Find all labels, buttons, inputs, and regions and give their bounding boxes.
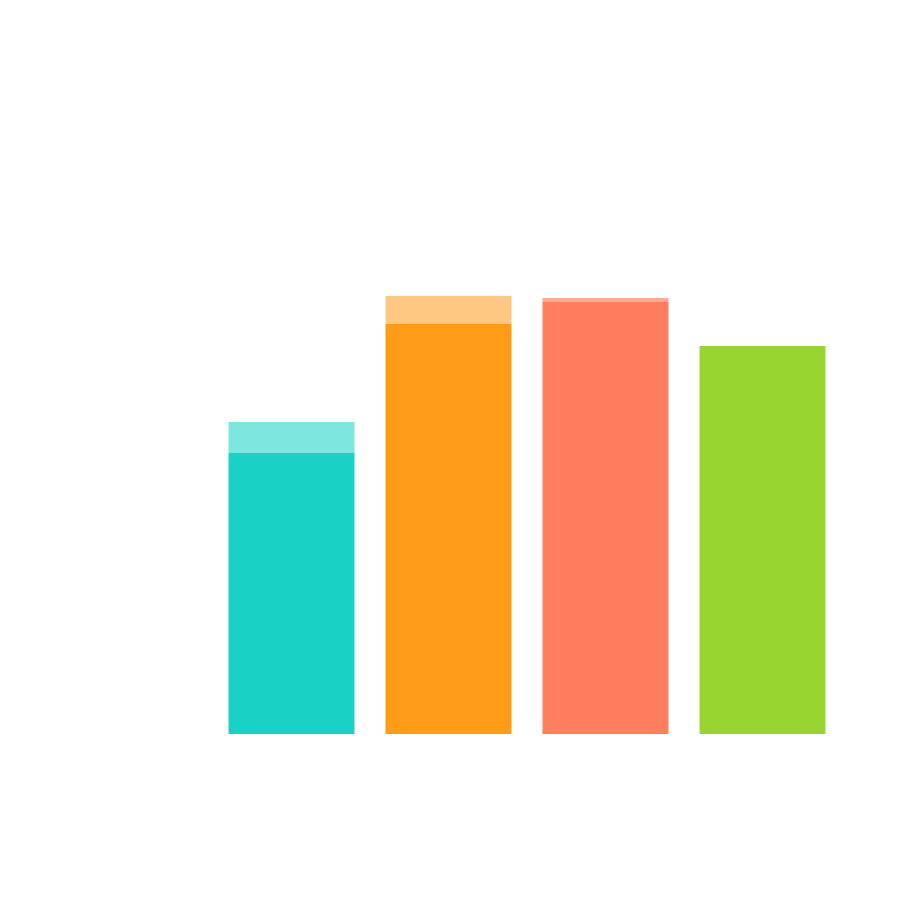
bar-1-segment-2: [228, 422, 355, 453]
bar-2-segment-1: [385, 324, 512, 734]
bar-2-segment-2: [385, 296, 512, 324]
bar-4-segment-1: [699, 346, 826, 734]
bar-3-segment-1: [542, 302, 669, 734]
bars-layer: [228, 296, 826, 734]
bar-1-segment-1: [228, 453, 355, 734]
bar-3-segment-2: [542, 298, 669, 302]
